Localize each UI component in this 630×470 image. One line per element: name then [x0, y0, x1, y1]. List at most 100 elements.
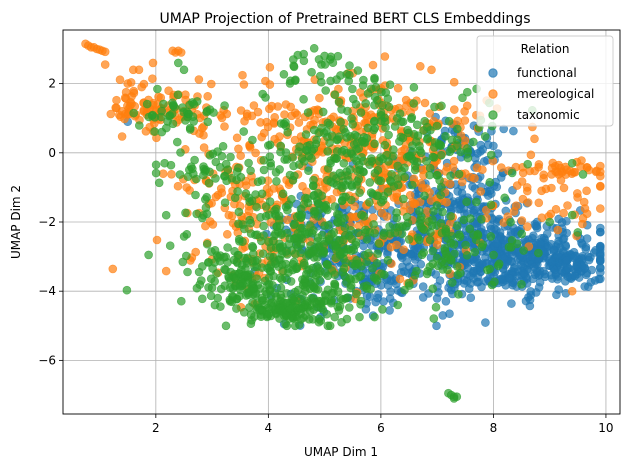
- data-point-taxonomic: [309, 294, 318, 303]
- x-tick-label: 8: [490, 421, 498, 435]
- data-point-taxonomic: [206, 274, 216, 284]
- data-point-taxonomic: [270, 229, 280, 239]
- data-point-taxonomic: [296, 240, 306, 249]
- data-point-mereological: [115, 110, 124, 120]
- data-point-functional: [489, 141, 498, 151]
- data-point-taxonomic: [545, 217, 555, 227]
- data-point-taxonomic: [500, 193, 510, 203]
- data-point-functional: [446, 285, 456, 295]
- data-point-mereological: [161, 266, 171, 276]
- data-point-taxonomic: [275, 165, 284, 174]
- data-point-taxonomic: [249, 249, 258, 259]
- data-point-taxonomic: [417, 250, 427, 260]
- data-point-taxonomic: [176, 148, 185, 157]
- data-point-mereological: [194, 75, 204, 84]
- data-point-taxonomic: [288, 153, 298, 162]
- data-point-mereological: [530, 134, 539, 144]
- data-point-taxonomic: [197, 276, 206, 285]
- data-point-taxonomic: [376, 111, 386, 120]
- data-point-taxonomic: [316, 77, 326, 87]
- x-axis-ticks: 2 4 6 8 10: [152, 414, 614, 435]
- data-point-taxonomic: [441, 249, 451, 258]
- data-point-taxonomic: [404, 235, 414, 244]
- x-tick-label: 2: [152, 421, 160, 435]
- data-point-taxonomic: [432, 121, 442, 131]
- data-point-functional: [507, 251, 517, 260]
- data-point-functional: [496, 233, 506, 242]
- data-point-taxonomic: [438, 207, 447, 217]
- data-point-taxonomic: [369, 117, 379, 127]
- data-point-taxonomic: [245, 197, 254, 206]
- legend-label-functional: functional: [517, 66, 577, 80]
- data-point-mereological: [100, 60, 110, 69]
- legend-box: [476, 35, 614, 127]
- data-point-taxonomic: [219, 252, 229, 262]
- data-point-taxonomic: [470, 247, 480, 257]
- data-point-functional: [521, 296, 531, 306]
- data-point-mereological: [81, 39, 90, 49]
- data-point-taxonomic: [348, 259, 357, 269]
- data-point-taxonomic: [372, 96, 382, 105]
- data-point-taxonomic: [234, 207, 244, 217]
- data-point-mereological: [380, 52, 390, 61]
- data-point-taxonomic: [281, 118, 290, 127]
- data-point-taxonomic: [240, 270, 250, 280]
- data-point-taxonomic: [335, 247, 345, 257]
- data-point-taxonomic: [277, 275, 287, 284]
- data-point-functional: [406, 249, 415, 259]
- data-point-taxonomic: [395, 222, 404, 231]
- data-point-taxonomic: [307, 67, 316, 77]
- data-point-taxonomic: [271, 243, 281, 252]
- data-point-taxonomic: [299, 157, 309, 166]
- data-point-mereological: [173, 181, 183, 191]
- data-point-taxonomic: [301, 193, 310, 203]
- data-point-taxonomic: [161, 210, 171, 220]
- data-point-taxonomic: [309, 190, 319, 200]
- legend: Relation functional mereological taxonomic: [476, 35, 614, 127]
- data-point-taxonomic: [150, 113, 160, 122]
- data-point-taxonomic: [378, 305, 387, 314]
- data-point-taxonomic: [204, 257, 213, 267]
- data-point-taxonomic: [319, 239, 329, 249]
- data-point-mereological: [415, 62, 425, 71]
- data-point-mereological: [546, 209, 556, 219]
- data-point-taxonomic: [433, 261, 443, 271]
- data-point-taxonomic: [151, 168, 161, 178]
- data-point-taxonomic: [390, 228, 400, 238]
- data-point-taxonomic: [534, 248, 543, 258]
- data-point-taxonomic: [373, 191, 383, 200]
- data-point-functional: [552, 290, 561, 300]
- data-point-taxonomic: [325, 55, 335, 64]
- data-point-mereological: [207, 198, 216, 208]
- data-point-taxonomic: [383, 255, 393, 265]
- data-point-mereological: [292, 110, 302, 119]
- data-point-mereological: [265, 63, 275, 72]
- data-point-taxonomic: [232, 167, 242, 176]
- data-point-taxonomic: [380, 140, 390, 150]
- data-point-mereological: [201, 221, 210, 231]
- data-point-taxonomic: [407, 113, 417, 122]
- data-point-taxonomic: [365, 160, 374, 169]
- data-point-taxonomic: [289, 220, 299, 230]
- data-point-taxonomic: [578, 170, 588, 179]
- data-point-taxonomic: [202, 192, 211, 202]
- data-point-taxonomic: [336, 71, 345, 80]
- data-point-taxonomic: [135, 121, 144, 130]
- data-point-taxonomic: [246, 319, 256, 329]
- data-point-mereological: [263, 122, 273, 132]
- data-point-taxonomic: [363, 89, 373, 98]
- data-point-mereological: [426, 196, 436, 205]
- data-point-taxonomic: [403, 125, 412, 135]
- data-point-taxonomic: [276, 283, 286, 293]
- data-point-taxonomic: [263, 311, 273, 321]
- data-point-taxonomic: [129, 108, 138, 118]
- data-point-mereological: [460, 116, 470, 125]
- data-point-taxonomic: [257, 189, 267, 199]
- data-point-taxonomic: [357, 153, 367, 162]
- data-point-taxonomic: [458, 93, 467, 103]
- data-point-taxonomic: [428, 284, 438, 294]
- data-point-mereological: [395, 274, 405, 284]
- data-point-taxonomic: [232, 175, 241, 185]
- data-point-taxonomic: [332, 217, 342, 227]
- data-point-taxonomic: [321, 86, 331, 95]
